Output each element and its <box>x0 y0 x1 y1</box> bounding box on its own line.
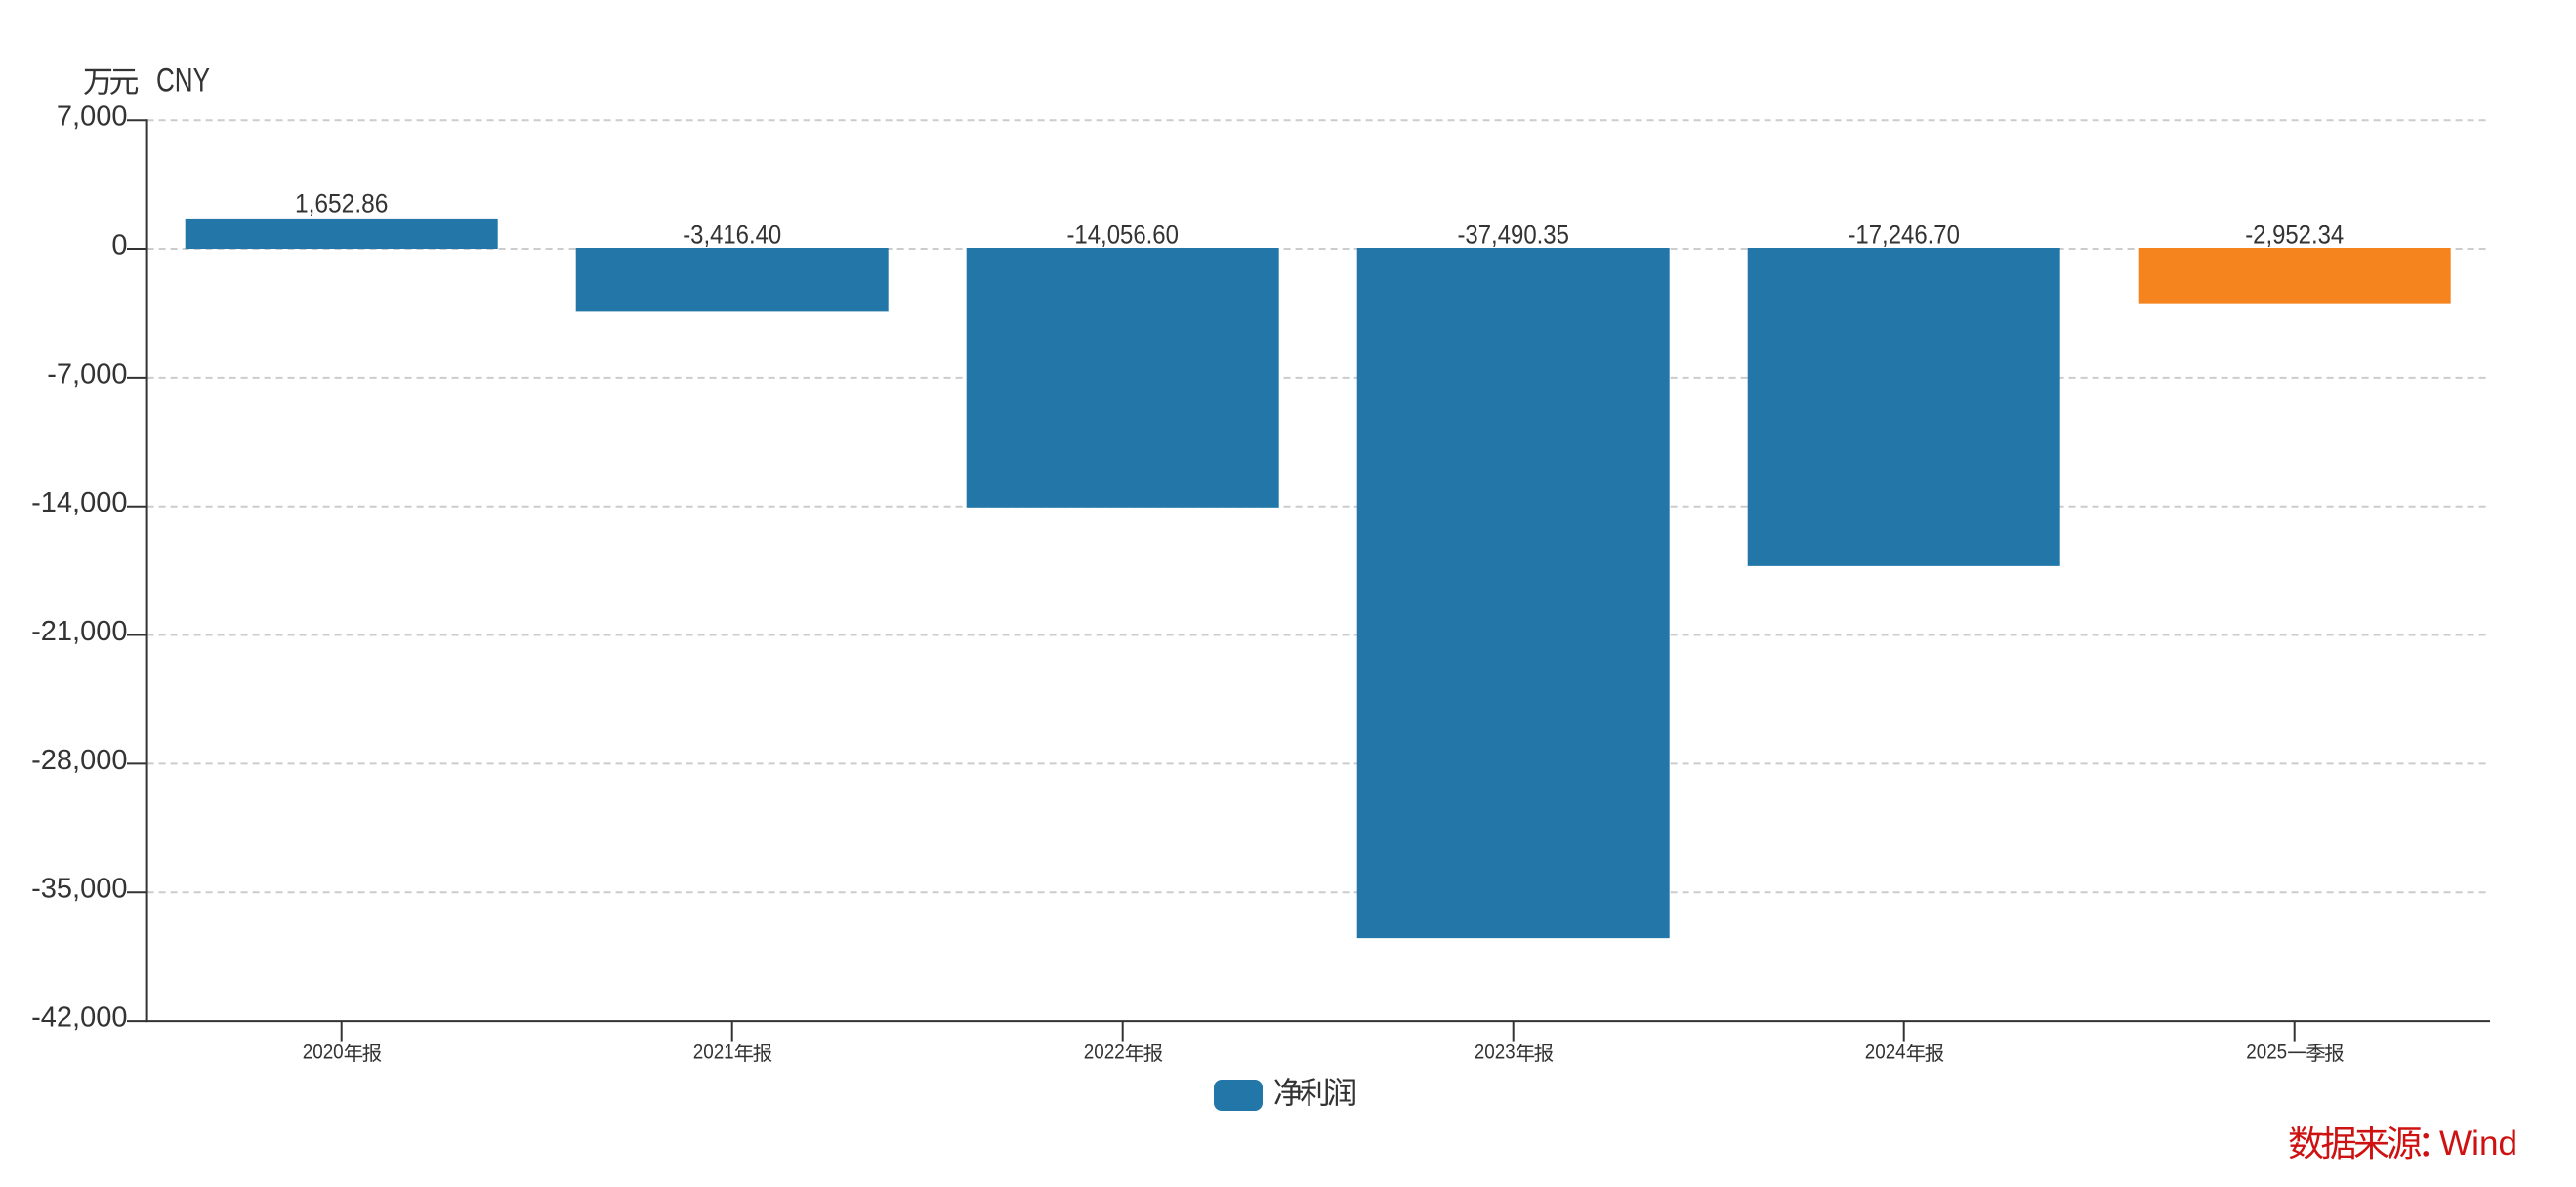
svg-text:-17,246.70: -17,246.70 <box>1848 221 1960 250</box>
svg-text:-7,000: -7,000 <box>47 358 127 389</box>
svg-text:Wind: Wind <box>2439 1125 2517 1163</box>
svg-text:0: 0 <box>111 230 127 262</box>
svg-text:-14,000: -14,000 <box>31 487 127 518</box>
svg-text:-28,000: -28,000 <box>31 745 127 776</box>
svg-text:2022: 2022 <box>1084 1042 1125 1064</box>
svg-text:-37,490.35: -37,490.35 <box>1457 221 1569 250</box>
svg-text:-35,000: -35,000 <box>31 874 127 905</box>
svg-text:7,000: 7,000 <box>57 102 128 133</box>
svg-text:-14,056.60: -14,056.60 <box>1066 221 1179 250</box>
svg-text:2021: 2021 <box>693 1042 734 1064</box>
svg-text:2025: 2025 <box>2246 1042 2287 1064</box>
svg-text:2023: 2023 <box>1475 1042 1516 1064</box>
svg-text:CNY: CNY <box>156 62 210 100</box>
svg-text:2020: 2020 <box>303 1042 344 1064</box>
svg-text:1,652.86: 1,652.86 <box>295 188 389 218</box>
svg-text:2024: 2024 <box>1865 1042 1906 1064</box>
svg-text:-21,000: -21,000 <box>31 616 127 647</box>
svg-text:-2,952.34: -2,952.34 <box>2245 221 2344 250</box>
svg-text:-42,000: -42,000 <box>31 1003 127 1034</box>
svg-text:-3,416.40: -3,416.40 <box>683 221 781 250</box>
